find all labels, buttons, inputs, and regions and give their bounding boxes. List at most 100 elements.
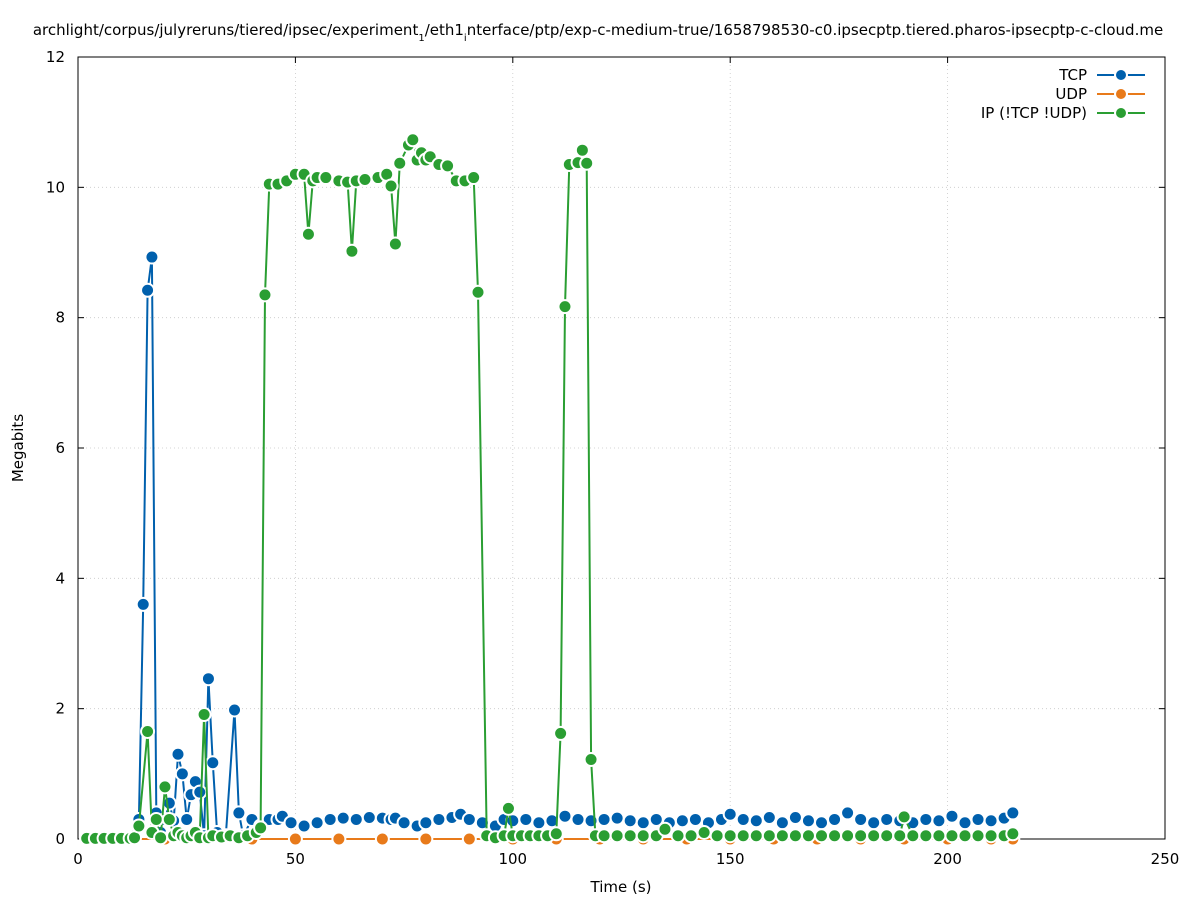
data-point: [283, 815, 299, 831]
data-point: [361, 809, 377, 825]
data-point: [257, 287, 273, 303]
data-point: [570, 811, 586, 827]
data-point: [287, 831, 303, 847]
data-point: [140, 723, 156, 739]
data-point: [161, 811, 177, 827]
data-point: [596, 811, 612, 827]
legend-marker: [1114, 87, 1128, 101]
series-line: [86, 137, 1014, 841]
data-point: [174, 766, 190, 782]
y-axis-label: Megabits: [9, 414, 27, 482]
data-point: [609, 828, 625, 844]
data-point: [431, 811, 447, 827]
legend-label: UDP: [1055, 85, 1087, 103]
legend-marker: [1114, 106, 1128, 120]
legend-label: TCP: [1058, 66, 1087, 84]
data-point: [787, 828, 803, 844]
data-point: [548, 826, 564, 842]
data-point: [853, 811, 869, 827]
data-point: [944, 828, 960, 844]
y-tick-label: 12: [46, 48, 65, 66]
data-point: [709, 828, 725, 844]
data-point: [596, 828, 612, 844]
data-point: [500, 800, 516, 816]
data-point: [840, 805, 856, 821]
data-point: [670, 828, 686, 844]
x-tick-label: 100: [498, 850, 527, 868]
series-line: [86, 256, 1014, 839]
data-point: [357, 172, 373, 188]
y-tick-label: 4: [55, 569, 65, 587]
data-point: [892, 828, 908, 844]
y-tick-label: 8: [55, 309, 65, 327]
data-point: [787, 809, 803, 825]
data-point: [609, 810, 625, 826]
data-point: [557, 808, 573, 824]
data-point: [748, 828, 764, 844]
data-point: [748, 813, 764, 829]
data-point: [735, 828, 751, 844]
data-point: [931, 813, 947, 829]
legend-marker: [1114, 68, 1128, 82]
data-point: [635, 828, 651, 844]
axis-ticks: 0 50 100 150 200 250 0 2 4 6 8 10 12: [46, 48, 1179, 868]
data-point: [635, 815, 651, 831]
data-point: [387, 236, 403, 252]
data-point: [983, 813, 999, 829]
data-point: [405, 132, 421, 148]
data-point: [144, 249, 160, 265]
x-axis-label: Time (s): [590, 878, 652, 896]
data-point: [722, 806, 738, 822]
data-point: [344, 243, 360, 259]
data-point: [983, 828, 999, 844]
x-tick-label: 200: [933, 850, 962, 868]
data-point: [866, 828, 882, 844]
data-point: [905, 828, 921, 844]
y-tick-label: 2: [55, 700, 65, 718]
data-point: [553, 725, 569, 741]
data-point: [800, 828, 816, 844]
data-point: [300, 226, 316, 242]
data-point: [231, 805, 247, 821]
data-point: [827, 828, 843, 844]
data-point: [153, 830, 169, 846]
data-point: [866, 815, 882, 831]
data-point: [918, 828, 934, 844]
data-point: [879, 811, 895, 827]
data-point: [735, 811, 751, 827]
data-point: [931, 828, 947, 844]
data-point: [622, 813, 638, 829]
data-point: [814, 815, 830, 831]
data-point: [827, 811, 843, 827]
data-point: [157, 779, 173, 795]
plot-frame: [77, 56, 1166, 840]
data-point: [461, 811, 477, 827]
data-point: [800, 813, 816, 829]
data-point: [470, 284, 486, 300]
data-point: [879, 828, 895, 844]
data-point: [574, 142, 590, 158]
data-point: [318, 170, 334, 186]
y-tick-label: 6: [55, 439, 65, 457]
series-ip-tcp-udp: [79, 132, 1021, 846]
data-point: [583, 751, 599, 767]
data-point: [840, 828, 856, 844]
data-point: [418, 815, 434, 831]
data-point: [322, 811, 338, 827]
data-point: [579, 155, 595, 171]
data-point: [957, 815, 973, 831]
data-point: [696, 824, 712, 840]
data-point: [200, 671, 216, 687]
data-point: [466, 170, 482, 186]
data-point: [335, 810, 351, 826]
data-point: [761, 828, 777, 844]
chart-title: archlight/corpus/julyreruns/tiered/ipsec…: [33, 21, 1163, 44]
data-point: [761, 809, 777, 825]
data-point: [687, 811, 703, 827]
data-point: [657, 821, 673, 837]
data-point: [531, 815, 547, 831]
data-point: [544, 813, 560, 829]
data-point: [1005, 805, 1021, 821]
